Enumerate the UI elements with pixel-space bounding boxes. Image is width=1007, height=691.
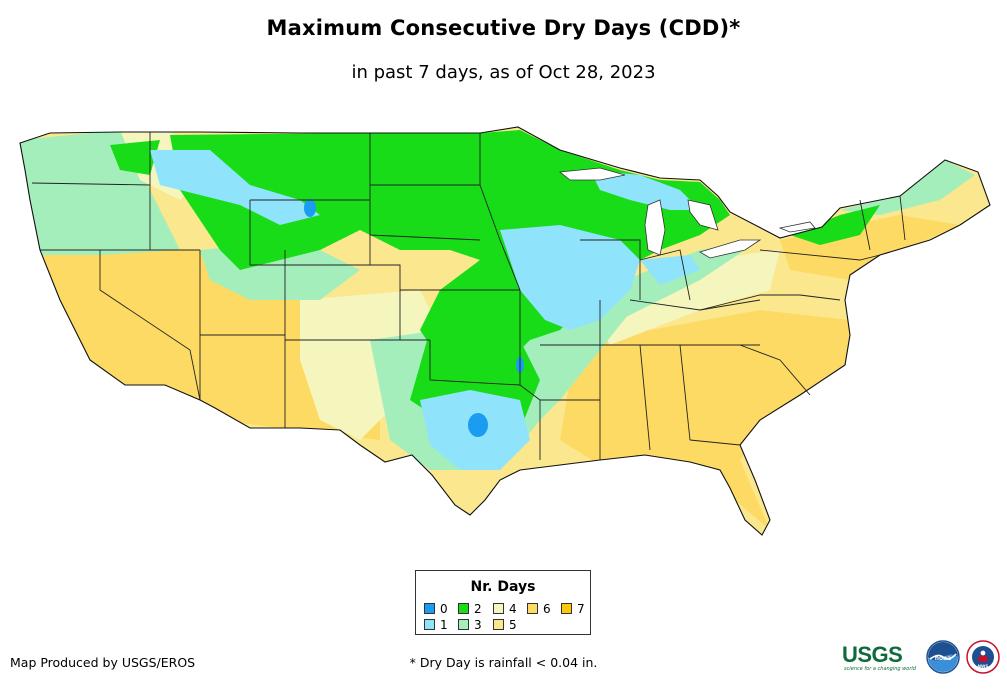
zone-michigan-1day xyxy=(590,170,700,210)
lake-erie xyxy=(699,239,762,259)
state-boundaries xyxy=(31,132,906,460)
zone-texas-0day xyxy=(468,413,488,437)
legend-label-5: 5 xyxy=(509,618,517,632)
legend: Nr. Days 0 1 2 3 4 5 6 7 xyxy=(415,570,591,635)
usgs-logo: USGS science for a changing world xyxy=(842,644,918,674)
lake-superior xyxy=(558,167,626,181)
legend-label-3: 3 xyxy=(474,618,482,632)
legend-swatch-6 xyxy=(527,603,538,614)
legend-swatch-2 xyxy=(458,603,469,614)
legend-swatch-3 xyxy=(458,619,469,630)
zone-wyoming-0day xyxy=(304,199,316,217)
legend-item-4: 4 xyxy=(493,602,517,616)
nws-wordmark: NWS xyxy=(978,664,989,669)
legend-swatch-0 xyxy=(424,603,435,614)
zone-indiana-1day xyxy=(640,255,700,285)
legend-item-6: 6 xyxy=(527,602,551,616)
usgs-wordmark: USGS xyxy=(842,642,903,667)
legend-swatch-4 xyxy=(493,603,504,614)
legend-label-6: 6 xyxy=(543,602,551,616)
zone-idaho-montana-1day xyxy=(150,150,320,225)
credit-text: Map Produced by USGS/EROS xyxy=(10,655,196,670)
legend-label-7: 7 xyxy=(577,602,585,616)
noaa-wordmark: noaa xyxy=(935,655,952,662)
zone-southern-plains-4day xyxy=(300,290,440,440)
legend-item-5: 5 xyxy=(493,618,517,632)
agency-logos: USGS science for a changing world noaa N… xyxy=(842,640,1002,676)
legend-swatch-7 xyxy=(561,603,572,614)
legend-item-0: 0 xyxy=(424,602,448,616)
zone-ohio-valley-4day xyxy=(580,250,780,345)
legend-title: Nr. Days xyxy=(470,579,536,595)
noaa-logo: noaa xyxy=(926,640,960,674)
footnote-text: * Dry Day is rainfall < 0.04 in. xyxy=(409,655,598,670)
us-border xyxy=(19,126,991,536)
zone-new-york-2day xyxy=(790,205,880,245)
zone-maine-3day xyxy=(840,160,975,215)
legend-label-1: 1 xyxy=(440,618,448,632)
lake-huron xyxy=(687,199,719,231)
lake-ontario xyxy=(778,221,816,233)
zone-southeast-6day xyxy=(540,310,860,530)
map-subtitle: in past 7 days, as of Oct 28, 2023 xyxy=(351,62,656,83)
legend-item-1: 1 xyxy=(424,618,448,632)
legend-label-2: 2 xyxy=(474,602,482,616)
zone-missouri-iowa-1day xyxy=(500,225,640,330)
map-title: Maximum Consecutive Dry Days (CDD)* xyxy=(266,16,741,40)
zone-northern-plains-2day xyxy=(170,130,730,380)
legend-item-7: 7 xyxy=(561,602,585,616)
legend-item-2: 2 xyxy=(458,602,482,616)
legend-swatch-5 xyxy=(493,619,504,630)
zone-washington-2day xyxy=(110,140,160,175)
legend-label-0: 0 xyxy=(440,602,448,616)
nws-logo: NWS xyxy=(966,640,1000,674)
legend-swatch-1 xyxy=(424,619,435,630)
zone-pacific-northwest-3day xyxy=(20,130,180,255)
legend-label-4: 4 xyxy=(509,602,517,616)
legend-item-3: 3 xyxy=(458,618,482,632)
usgs-tagline: science for a changing world xyxy=(844,666,916,672)
